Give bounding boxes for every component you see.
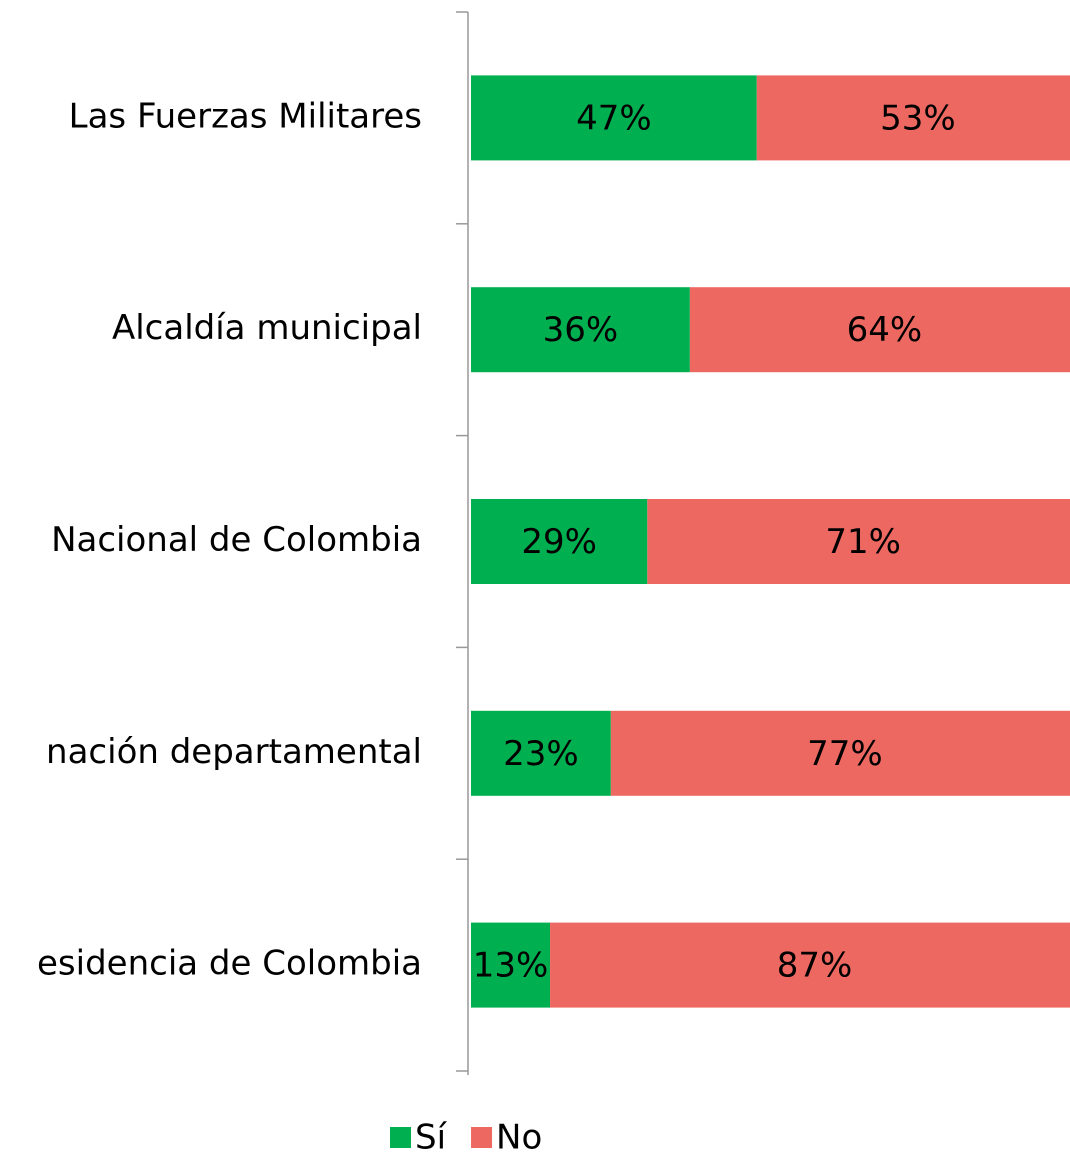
bar-segment	[471, 499, 648, 584]
bar-segment	[471, 75, 757, 161]
bar-segment	[471, 287, 690, 373]
legend-label: No	[496, 1118, 542, 1155]
data-label: 53%	[880, 98, 956, 138]
bar-segment	[689, 287, 1070, 373]
legend-swatch	[471, 1127, 493, 1148]
bar-segment	[471, 710, 611, 796]
data-label: 71%	[825, 522, 901, 562]
data-label: 36%	[543, 310, 619, 350]
bar-segment	[471, 922, 551, 1008]
data-label: 87%	[777, 946, 853, 986]
data-label: 29%	[521, 522, 597, 562]
y-tick-label: Las Fuerzas Militares	[69, 96, 422, 136]
legend-swatch	[390, 1127, 411, 1148]
y-tick-label: nación departamental	[46, 732, 422, 772]
y-tick-label: esidencia de Colombia	[37, 944, 422, 984]
bar-segment	[756, 75, 1070, 161]
bar-segment	[647, 499, 1070, 584]
bar-segment	[610, 710, 1070, 796]
y-tick-label: Alcaldía municipal	[112, 308, 422, 348]
data-label: 47%	[576, 98, 652, 138]
data-label: 64%	[847, 310, 923, 350]
data-label: 13%	[473, 946, 549, 986]
data-label: 23%	[503, 734, 579, 774]
legend-label: Sí	[415, 1118, 448, 1155]
bar-segment	[550, 922, 1070, 1008]
data-label: 77%	[807, 734, 883, 774]
y-tick-label: Nacional de Colombia	[51, 520, 422, 560]
